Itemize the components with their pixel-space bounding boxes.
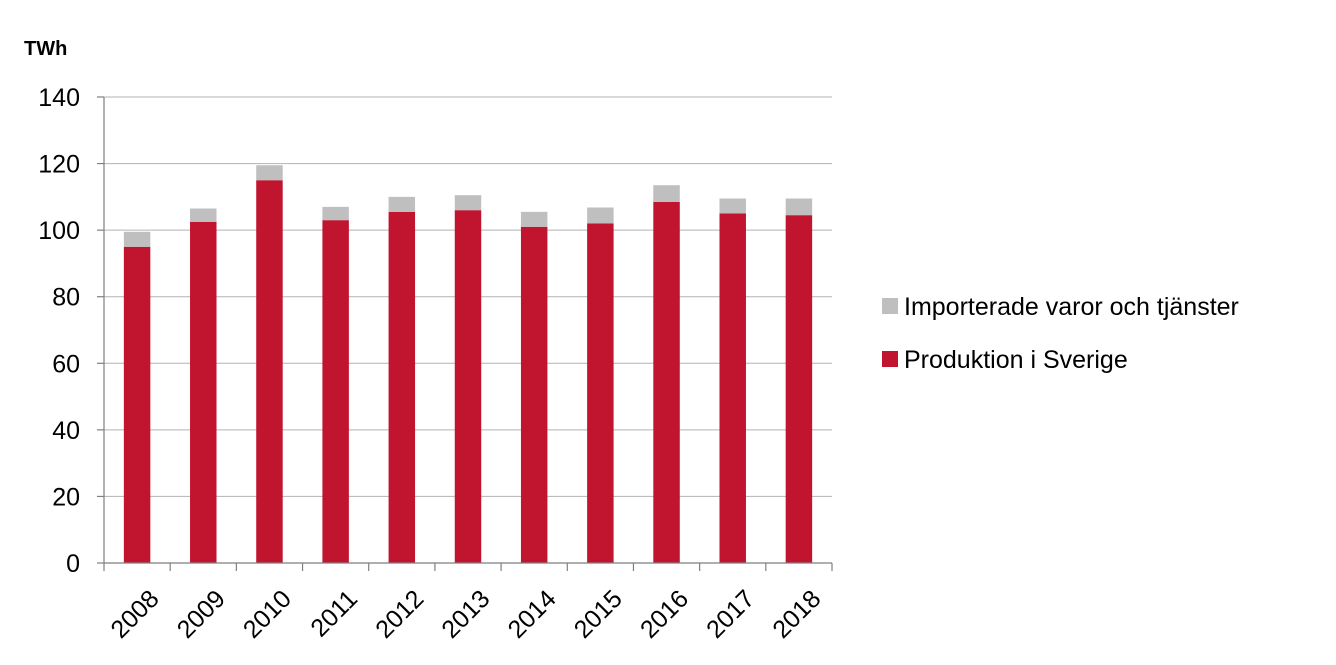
bar-import-2013 <box>454 195 482 211</box>
bar-produktion-2011 <box>322 220 349 563</box>
legend-label-import: Importerade varor och tjänster <box>904 293 1239 321</box>
x-tick-label: 2017 <box>701 585 760 644</box>
bar-produktion-2008 <box>123 246 151 564</box>
x-tick-label: 2014 <box>503 585 562 644</box>
bar-import-2008 <box>123 231 151 247</box>
y-tick-labels: 0 20 40 60 80 100 120 140 <box>38 84 80 578</box>
y-tick-label: 40 <box>52 417 80 445</box>
bar-produktion-2017 <box>719 213 746 563</box>
bar-import-2015 <box>587 207 614 224</box>
bar-produktion-2018 <box>785 215 813 563</box>
bar-produktion-2013 <box>454 210 482 563</box>
y-axis-unit-label: TWh <box>24 38 67 60</box>
x-tick-labels: 2008 2009 2010 2011 2012 2013 2014 2015 2016 2017… <box>105 585 826 644</box>
bar-import-2009 <box>190 208 217 222</box>
bar-produktion-2016 <box>653 201 680 563</box>
bar-import-2011 <box>322 206 349 221</box>
y-tick-label: 140 <box>38 84 80 112</box>
x-tick-label: 2010 <box>238 585 297 644</box>
bar-import-2018 <box>785 198 813 216</box>
bar-produktion-2010 <box>256 180 283 563</box>
axes <box>97 96 833 571</box>
bar-import-2010 <box>256 165 283 181</box>
x-tick-label: 2015 <box>569 585 628 644</box>
bar-import-2012 <box>388 196 416 212</box>
bars <box>123 165 813 564</box>
y-tick-label: 120 <box>38 151 80 179</box>
x-tick-label: 2011 <box>305 585 363 643</box>
y-tick-label: 20 <box>52 483 80 511</box>
legend-swatch-import <box>882 298 898 314</box>
legend-label-produktion: Produktion i Sverige <box>904 346 1128 374</box>
bar-produktion-2012 <box>388 211 416 564</box>
x-tick-label: 2008 <box>105 585 164 644</box>
bar-import-2017 <box>719 198 746 214</box>
y-tick-label: 60 <box>52 350 80 378</box>
bar-import-2014 <box>520 211 548 227</box>
legend: Importerade varor och tjänster Produktion… <box>882 293 1239 374</box>
x-tick-label: 2018 <box>767 585 826 644</box>
y-tick-label: 80 <box>52 284 80 312</box>
bar-produktion-2015 <box>587 223 614 563</box>
x-tick-label: 2016 <box>635 585 694 644</box>
x-tick-label: 2009 <box>172 585 231 644</box>
x-tick-label: 2013 <box>436 585 495 644</box>
legend-swatch-produktion <box>882 351 898 367</box>
bar-produktion-2014 <box>520 226 548 564</box>
y-tick-label: 100 <box>38 217 80 245</box>
bar-import-2016 <box>653 185 680 202</box>
x-tick-label: 2012 <box>370 585 429 644</box>
y-tick-label: 0 <box>66 550 80 578</box>
bar-produktion-2009 <box>190 221 217 564</box>
